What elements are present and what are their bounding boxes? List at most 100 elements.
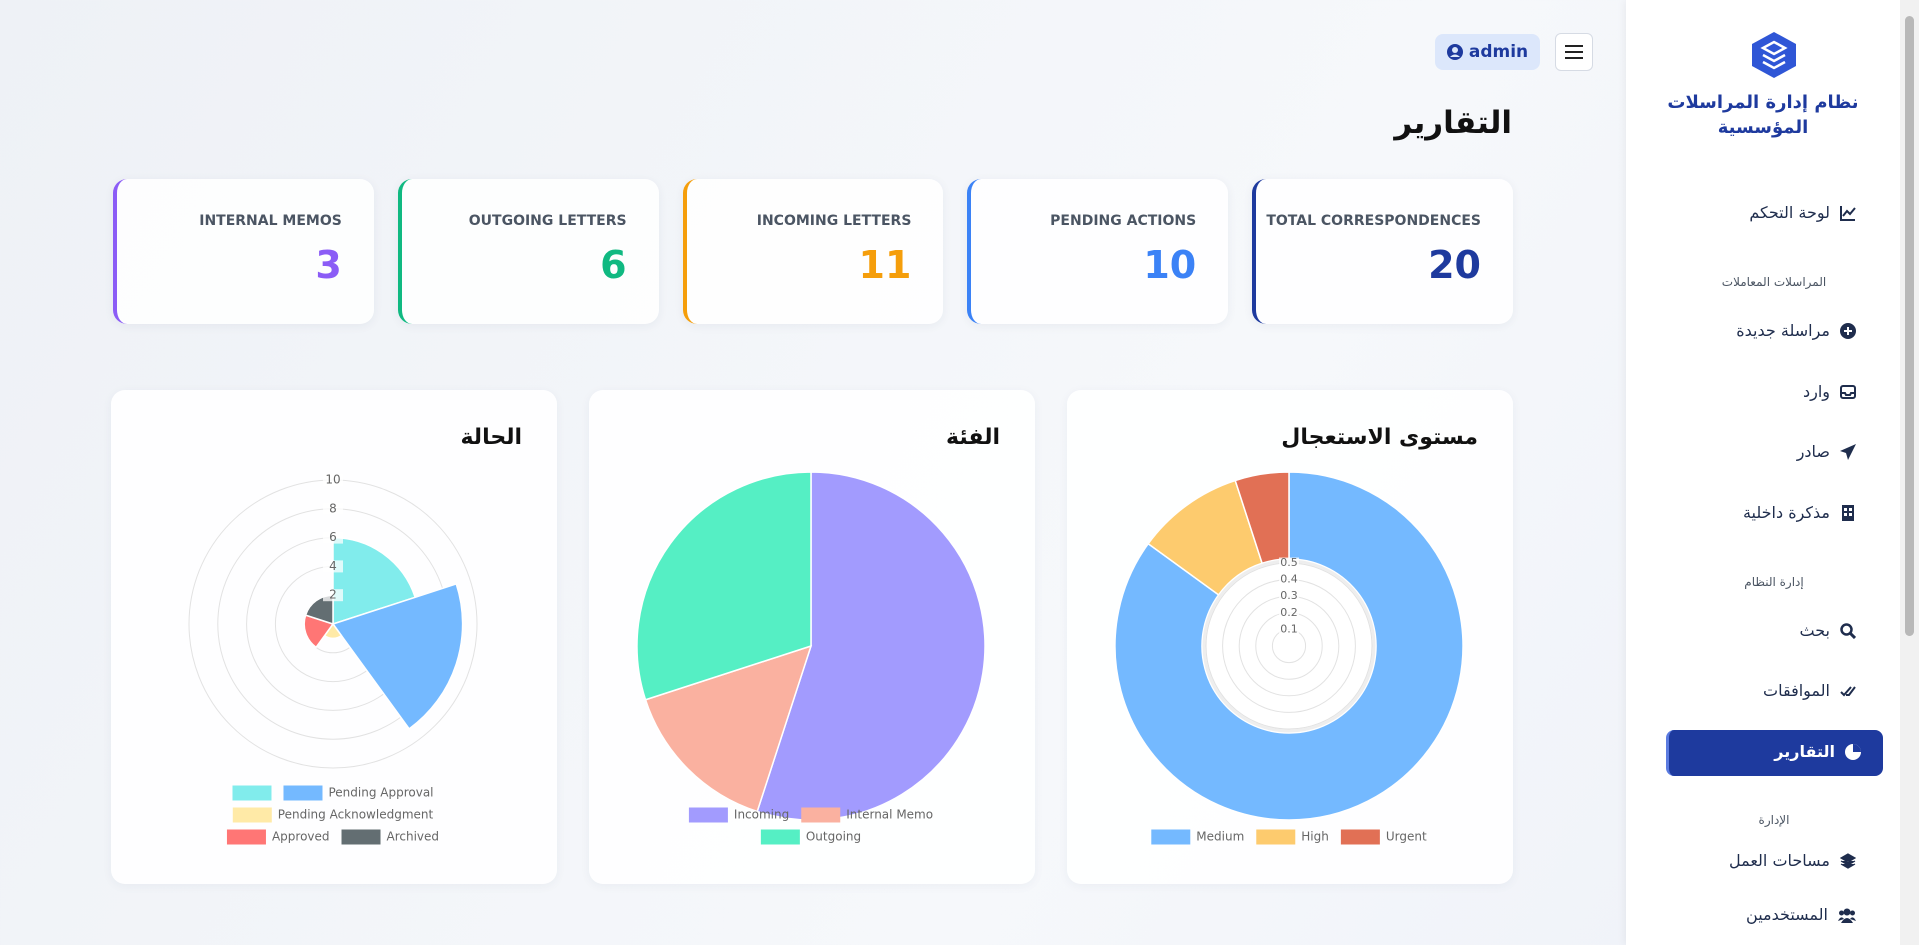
stat-card: OUTGOING LETTERS 6 xyxy=(397,179,659,324)
icon xyxy=(1840,622,1856,639)
tick-bg xyxy=(1279,557,1299,569)
nav-link[interactable]: مذكرة داخلية xyxy=(1743,503,1856,522)
stat-card: INCOMING LETTERS 11 xyxy=(682,179,944,324)
legend-item: Internal Memo xyxy=(801,807,933,823)
nav-link[interactable]: التقارير xyxy=(1774,742,1861,761)
legend-label: Incoming xyxy=(734,808,789,822)
tick-bg xyxy=(1279,574,1299,586)
stat-card: INTERNAL MEMOS 3 xyxy=(113,179,374,324)
page-title: التقارير xyxy=(1394,105,1512,141)
r-tick-label: 0.4 xyxy=(1280,573,1298,586)
r-tick-label: 0.3 xyxy=(1280,589,1298,602)
legend-item: Medium xyxy=(1151,829,1244,845)
tick-bg xyxy=(323,589,343,602)
r-tick-label: 0.5 xyxy=(1280,556,1298,569)
stat-card: PENDING ACTIONS 10 xyxy=(967,179,1229,324)
user-badge[interactable]: admin xyxy=(1435,34,1540,70)
chart-title: الحالة xyxy=(460,425,522,450)
nav-label: مساحات العمل xyxy=(1728,851,1830,870)
legend-label: Internal Memo xyxy=(846,808,933,822)
nav-link[interactable]: بحث xyxy=(1799,621,1856,640)
r-tick-label: 8 xyxy=(329,501,337,515)
icon xyxy=(1845,743,1861,760)
r-tick-label: 0.1 xyxy=(1280,622,1298,635)
legend-label: Urgent xyxy=(1386,830,1427,844)
slice xyxy=(644,644,813,813)
legend-item: Outgoing xyxy=(760,829,861,845)
nav-heading: الإدارة xyxy=(1758,813,1790,827)
scrollbar[interactable] xyxy=(1900,0,1919,945)
stat-value: 11 xyxy=(858,243,912,287)
legend-item: Approved xyxy=(226,829,330,845)
nav-label: صادر xyxy=(1796,442,1830,461)
stat-cards: TOTAL CORRESPONDENCES 20 PENDING ACTIONS 10… xyxy=(113,179,1513,324)
tick-bg xyxy=(1279,607,1299,619)
stat-value: 10 xyxy=(1143,243,1197,287)
stat-label: OUTGOING LETTERS xyxy=(468,213,627,229)
nav-label: لوحة التحكم xyxy=(1749,203,1830,222)
nav-label: بحث xyxy=(1799,621,1831,640)
legend-label: Pending Acknowledgment xyxy=(278,808,434,822)
tick-bg xyxy=(323,474,343,486)
slice xyxy=(756,471,986,821)
icon xyxy=(1840,685,1856,696)
nav-active[interactable]: التقارير xyxy=(1666,730,1883,776)
chart-title: الفئة xyxy=(946,425,1000,450)
menu-toggle[interactable] xyxy=(1555,33,1593,71)
r-tick-label: 4 xyxy=(329,559,337,573)
logo xyxy=(1752,32,1796,78)
nav-heading: إدارة النظام xyxy=(1744,575,1804,589)
legend-item: Pending Approval xyxy=(283,785,434,801)
stat-label: PENDING ACTIONS xyxy=(1050,213,1197,229)
nav-link[interactable]: مراسلة جديدة xyxy=(1736,321,1856,340)
legend-swatch xyxy=(688,807,728,823)
nav-label: وارد xyxy=(1802,382,1830,401)
icon xyxy=(1838,908,1856,923)
nav-link[interactable]: الموافقات xyxy=(1763,681,1856,700)
brand-title: نظام إدارة المراسلات xyxy=(1667,92,1859,113)
legend-item: Urgent xyxy=(1340,829,1427,845)
nav-link[interactable]: صادر xyxy=(1797,442,1856,461)
scroll-thumb[interactable] xyxy=(1905,16,1914,636)
legend-item: Incoming xyxy=(688,807,789,823)
chart-title: مستوى الاستعجال xyxy=(1281,425,1478,450)
legend-swatch xyxy=(1256,829,1296,845)
chart-panel: الحالة 2 4 6 8 10 Pending Approval Pending Ackn… xyxy=(111,390,557,884)
legend-swatch xyxy=(1151,829,1191,845)
legend-swatch xyxy=(232,785,272,801)
nav-link[interactable]: لوحة التحكم xyxy=(1749,203,1856,222)
icon xyxy=(1840,322,1856,339)
icon xyxy=(1840,443,1856,460)
user-name: admin xyxy=(1468,42,1529,62)
inner-bg xyxy=(1202,559,1376,733)
nav-heading: المراسلات المعاملات xyxy=(1721,275,1827,289)
tick-bg xyxy=(1279,590,1299,602)
chart: الفئة Incoming Internal Memo Outgoing xyxy=(636,425,1000,845)
legend-item: High xyxy=(1256,829,1329,845)
menu-icon xyxy=(1565,45,1583,59)
nav-label: المستخدمين xyxy=(1746,905,1828,924)
chart: مستوى الاستعجال 0.1 0.2 0.3 0.4 0.5 Medium High… xyxy=(1114,425,1478,845)
nav-label: مذكرة داخلية xyxy=(1742,503,1830,522)
icon xyxy=(1840,852,1856,869)
nav-link[interactable]: مساحات العمل xyxy=(1729,851,1856,870)
nav-link[interactable]: المستخدمين xyxy=(1746,905,1856,924)
tick-bg xyxy=(323,502,343,515)
r-tick-label: 0.2 xyxy=(1280,606,1298,619)
icon xyxy=(1840,205,1856,221)
slice xyxy=(636,471,812,701)
nav-label: الموافقات xyxy=(1763,681,1830,700)
legend-label: Approved xyxy=(272,830,330,844)
r-tick-label: 2 xyxy=(329,588,337,602)
legend-swatch xyxy=(232,807,272,823)
main-content: admin التقارير TOTAL CORRESPONDENCES 20 PE… xyxy=(111,33,1593,884)
legend-swatch xyxy=(760,829,800,845)
tick-bg xyxy=(323,560,343,573)
chart-panels: مستوى الاستعجال 0.1 0.2 0.3 0.4 0.5 Medium High… xyxy=(111,390,1513,884)
nav-link[interactable]: وارد xyxy=(1803,382,1856,401)
user-icon xyxy=(1446,44,1463,60)
stat-value: 3 xyxy=(315,243,342,287)
sidebar: نظام إدارة المراسلات المؤسسية لوحة التحك… xyxy=(1626,0,1900,945)
legend-swatch xyxy=(801,807,841,823)
